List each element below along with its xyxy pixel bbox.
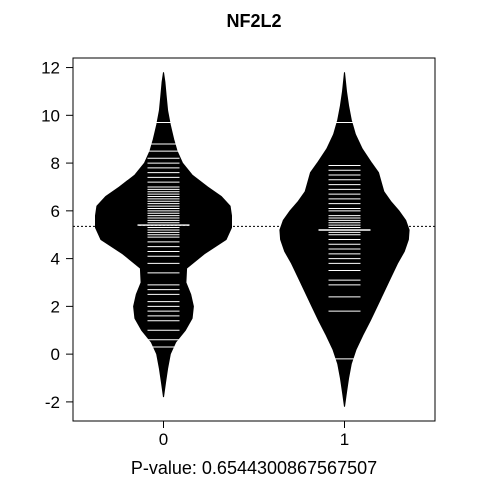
y-tick-label: 4 [51,250,60,269]
mean-line-group [137,224,371,231]
y-tick-label: 6 [51,202,60,221]
y-axis: -2 0 2 4 6 8 10 12 [41,59,74,412]
y-tick-label: 0 [51,345,60,364]
y-tick-label: 10 [41,106,60,125]
strip-group [147,121,361,360]
x-tick-label: 1 [340,430,349,449]
y-tick-label: 12 [41,59,60,78]
chart-title: NF2L2 [226,11,281,31]
y-tick-label: 8 [51,154,60,173]
x-tick-label: 0 [159,430,168,449]
y-tick-label: -2 [45,393,60,412]
x-axis-label: P-value: 0.6544300867567507 [131,458,377,478]
y-tick-label: 2 [51,297,60,316]
